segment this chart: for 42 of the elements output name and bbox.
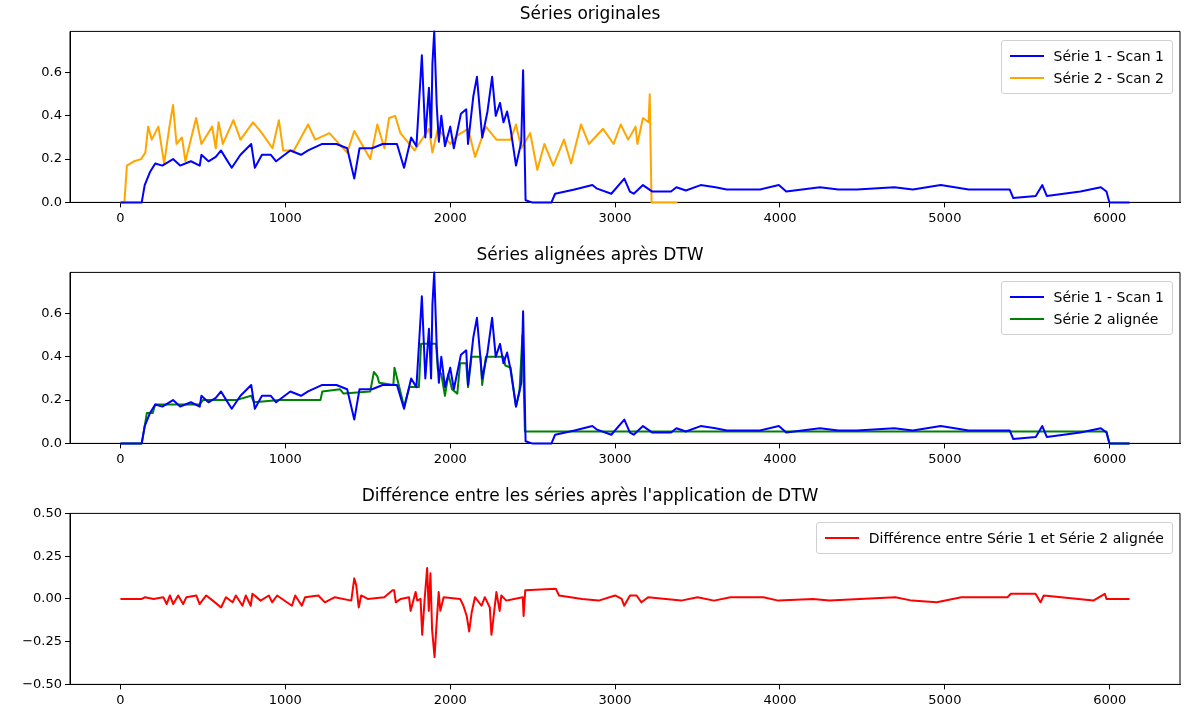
- chart-title: Séries originales: [519, 2, 661, 23]
- y-tick-label: 0.0: [41, 193, 62, 209]
- legend-label: Série 2 alignée: [1053, 310, 1159, 329]
- y-tick-label: 0.0: [41, 434, 62, 450]
- x-tick-label: 4000: [763, 691, 797, 707]
- legend-label: Série 1 - Scan 1: [1053, 47, 1164, 66]
- x-tick-label: 3000: [598, 209, 632, 225]
- legend-label: Différence entre Série 1 et Série 2 alignée: [868, 529, 1164, 548]
- x-tick-label: 5000: [928, 209, 962, 225]
- x-tick-label: 2000: [433, 209, 467, 225]
- legend-label: Série 2 - Scan 2: [1053, 69, 1164, 88]
- y-tick-label: 0.50: [33, 504, 62, 520]
- x-tick-label: 2000: [433, 691, 467, 707]
- legend-label: Série 1 - Scan 1: [1053, 288, 1164, 307]
- x-tick-label: 4000: [763, 209, 797, 225]
- x-tick-label: 3000: [598, 450, 632, 466]
- y-tick-label: 0.25: [33, 547, 62, 563]
- x-tick-label: 1000: [268, 450, 302, 466]
- y-tick-label: −0.25: [22, 633, 62, 649]
- x-tick-label: 5000: [928, 691, 962, 707]
- x-tick-label: 2000: [433, 450, 467, 466]
- x-tick-label: 0: [116, 209, 125, 225]
- y-tick-label: 0.4: [41, 107, 62, 123]
- y-tick-label: −0.50: [22, 675, 62, 691]
- x-tick-label: 6000: [1093, 209, 1127, 225]
- chart-title: Séries alignées après DTW: [476, 243, 704, 264]
- x-tick-label: 0: [116, 691, 125, 707]
- y-tick-label: 0.6: [41, 63, 62, 79]
- y-tick-label: 0.6: [41, 304, 62, 320]
- x-tick-label: 4000: [763, 450, 797, 466]
- x-tick-label: 5000: [928, 450, 962, 466]
- x-tick-label: 6000: [1093, 691, 1127, 707]
- chart-title: Différence entre les séries après l'application de DTW: [361, 484, 819, 505]
- y-tick-label: 0.4: [41, 348, 62, 364]
- x-tick-label: 0: [116, 450, 125, 466]
- x-tick-label: 3000: [598, 691, 632, 707]
- y-tick-label: 0.2: [41, 391, 62, 407]
- x-tick-label: 6000: [1093, 450, 1127, 466]
- y-tick-label: 0.00: [33, 590, 62, 606]
- x-tick-label: 1000: [268, 691, 302, 707]
- x-tick-label: 1000: [268, 209, 302, 225]
- y-tick-label: 0.2: [41, 150, 62, 166]
